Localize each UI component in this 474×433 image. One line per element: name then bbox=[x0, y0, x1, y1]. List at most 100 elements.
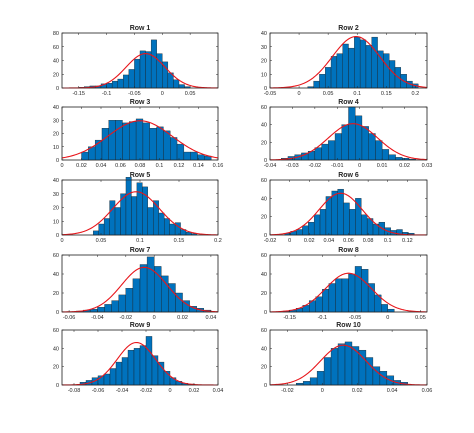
axes-frame bbox=[269, 254, 428, 313]
histogram-bar bbox=[133, 348, 141, 386]
histogram-bar bbox=[355, 115, 363, 161]
histogram-bar bbox=[330, 348, 339, 386]
y-tick-label: 30 bbox=[53, 118, 59, 124]
histogram-bar bbox=[354, 36, 361, 89]
histogram-bar bbox=[114, 207, 121, 236]
x-tick-label: 0.06 bbox=[115, 163, 126, 169]
histogram-bar bbox=[98, 223, 105, 236]
histogram-bar bbox=[330, 56, 338, 89]
panel-title: Row 3 bbox=[130, 99, 151, 106]
histogram-bar bbox=[361, 126, 369, 161]
histogram-bar bbox=[377, 50, 384, 89]
histogram-bar bbox=[349, 209, 356, 236]
histogram-bar bbox=[343, 202, 350, 236]
y-tick-label: 20 bbox=[53, 365, 59, 371]
x-tick-label: -0.05 bbox=[264, 91, 277, 97]
x-tick-label: 0.06 bbox=[422, 388, 433, 394]
histogram-panel-8: -0.15 -0.1 -0.05 0 0.05 0 20 40 60 Row 8 bbox=[261, 247, 428, 321]
y-tick-label: 10 bbox=[53, 219, 59, 225]
x-tick-label: -0.08 bbox=[68, 388, 81, 394]
y-tick-label: 0 bbox=[56, 233, 59, 239]
x-tick-label: 0.04 bbox=[96, 163, 107, 169]
histogram-bar bbox=[319, 209, 327, 236]
x-tick-label: 0.05 bbox=[323, 91, 334, 97]
histogram-panel-9: -0.08 -0.06 -0.04 -0.02 0 0.02 0.04 0 20 40 60 Row … bbox=[53, 322, 223, 394]
histogram-panel-7: -0.06 -0.04 -0.02 0 0.02 0.04 0 20 40 60 Row 7 bbox=[53, 247, 219, 321]
histogram-bar bbox=[348, 47, 355, 89]
normal-fit-curve bbox=[62, 53, 219, 89]
histogram-bar bbox=[325, 67, 332, 89]
y-tick-label: 10 bbox=[53, 145, 59, 151]
x-tick-label: 0.15 bbox=[174, 238, 185, 244]
x-tick-label: 0.02 bbox=[189, 388, 200, 394]
histogram-bar bbox=[81, 151, 89, 161]
histogram-bar bbox=[149, 128, 157, 161]
histogram-bar bbox=[348, 106, 356, 161]
normal-fit-curve bbox=[269, 35, 428, 89]
histogram-bar bbox=[341, 124, 349, 161]
histogram-bar bbox=[355, 198, 362, 236]
histogram-bar bbox=[381, 304, 388, 313]
panel-title: Row 7 bbox=[130, 247, 151, 254]
histogram-bar bbox=[115, 361, 123, 386]
histogram-bar bbox=[145, 336, 153, 386]
histogram-bar bbox=[123, 74, 130, 89]
histogram-bar bbox=[348, 273, 356, 313]
histogram-bar bbox=[341, 278, 349, 313]
x-tick-label: -0.05 bbox=[128, 91, 141, 97]
y-tick-label: 80 bbox=[53, 31, 59, 37]
y-tick-label: 20 bbox=[53, 206, 59, 212]
histogram-bar bbox=[134, 58, 141, 89]
x-tick-label: -0.06 bbox=[63, 315, 76, 321]
histogram-bar bbox=[337, 343, 346, 386]
x-tick-label: 0.08 bbox=[363, 238, 374, 244]
x-tick-label: 0.15 bbox=[381, 91, 392, 97]
histogram-bar bbox=[109, 368, 117, 386]
normal-fit-curve bbox=[269, 344, 428, 386]
histogram-panel-6: -0.02 0 0.02 0.04 0.06 0.08 0.1 0.120204060Row … bbox=[261, 172, 428, 244]
y-tick-label: 60 bbox=[261, 178, 267, 184]
x-tick-label: 0 bbox=[288, 238, 291, 244]
histogram-panel-1: -0.15 -0.1 -0.05 0 0.05 0 20 40 60 80 Row 1 bbox=[53, 25, 219, 97]
histogram-bar bbox=[313, 214, 321, 236]
y-tick-label: 0 bbox=[56, 310, 59, 316]
x-tick-label: 0.02 bbox=[399, 163, 410, 169]
histogram-bar bbox=[322, 289, 330, 313]
y-tick-label: 40 bbox=[53, 346, 59, 352]
histogram-bar bbox=[127, 349, 135, 386]
histogram-bar bbox=[173, 79, 180, 89]
histogram-bar bbox=[302, 381, 311, 386]
x-tick-label: 0 bbox=[168, 388, 171, 394]
x-tick-label: 0 bbox=[298, 91, 301, 97]
histogram-bar bbox=[375, 140, 383, 161]
x-tick-label: 0.1 bbox=[156, 163, 164, 169]
histogram-bar bbox=[395, 157, 403, 161]
y-tick-label: 10 bbox=[261, 72, 267, 78]
histogram-panel-3: 0 0.02 0.04 0.06 0.08 0.1 0.12 0.14 0.16 0 10 20 30 4… bbox=[53, 99, 223, 169]
histogram-bar bbox=[103, 373, 111, 386]
histogram-bar bbox=[101, 128, 109, 161]
histogram-bar bbox=[309, 377, 318, 386]
x-tick-label: 0.2 bbox=[412, 91, 420, 97]
panel-title: Row 8 bbox=[338, 247, 359, 254]
histogram-bar bbox=[151, 355, 159, 386]
axes-frame bbox=[269, 106, 428, 161]
x-tick-label: 0.04 bbox=[206, 315, 217, 321]
panel-title: Row 4 bbox=[338, 99, 359, 106]
y-tick-label: 20 bbox=[261, 291, 267, 297]
x-tick-label: -0.15 bbox=[283, 315, 296, 321]
y-tick-label: 0 bbox=[56, 158, 59, 164]
histogram-bar bbox=[111, 300, 119, 313]
histogram-bar bbox=[183, 151, 191, 161]
y-tick-label: 20 bbox=[261, 215, 267, 221]
histogram-bar bbox=[170, 137, 178, 161]
histogram-bar bbox=[163, 130, 171, 161]
normal-fit-curve bbox=[61, 266, 219, 313]
histogram-bar bbox=[325, 196, 332, 236]
histogram-bar bbox=[103, 218, 110, 236]
y-tick-label: 60 bbox=[261, 328, 267, 334]
x-tick-label: 0.05 bbox=[185, 91, 196, 97]
y-tick-label: 0 bbox=[264, 233, 267, 239]
histogram-bar bbox=[335, 278, 343, 313]
